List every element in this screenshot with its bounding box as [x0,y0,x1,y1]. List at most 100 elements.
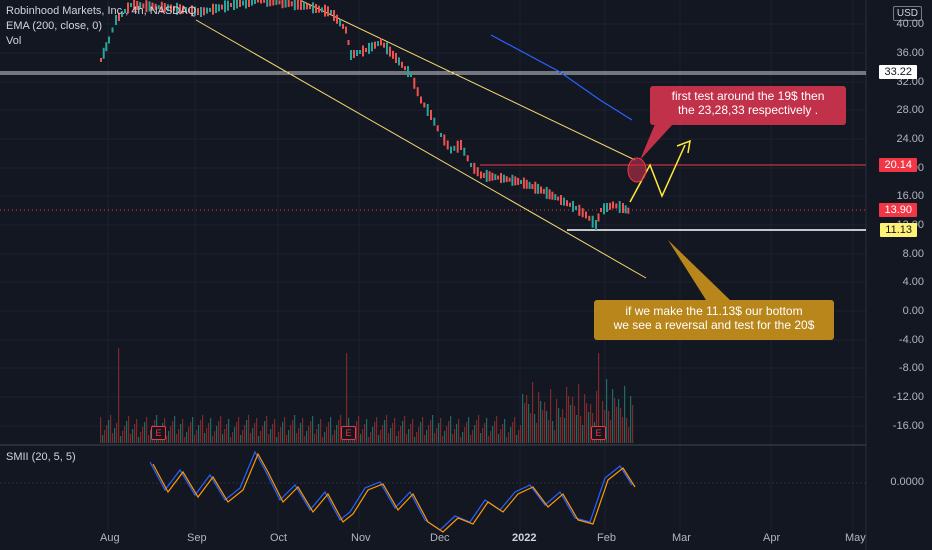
volume-bar [492,426,494,443]
volume-bar [508,432,510,443]
candle [600,208,602,212]
smii-line [149,450,633,531]
ema-line [490,34,633,121]
chart-grid [0,0,866,530]
volume-bar [306,431,308,443]
candle [224,0,226,13]
price-axis-label: 32.00 [896,76,924,88]
volume-bar [258,436,260,443]
candle [511,174,514,186]
candle [251,0,253,6]
candle [248,0,250,7]
time-axis-label: Dec [430,532,450,544]
test-circle[interactable] [627,157,647,183]
volume-bar [264,421,266,443]
channel-upper[interactable] [299,0,636,161]
volume-bar [514,417,516,443]
candle [209,7,211,12]
symbol-title[interactable]: Robinhood Markets, Inc., 4h, NASDAQ [6,5,197,17]
candle [127,2,129,14]
earnings-marker[interactable]: E [591,426,606,440]
candle [440,133,442,137]
candle [166,4,169,12]
volume-bar [364,424,366,443]
volume-bar [178,429,180,443]
candle [386,42,388,55]
projection-path[interactable] [629,144,686,203]
volume-bar [224,429,226,443]
volume-bar [510,427,512,443]
volume-bar [432,415,434,443]
price-axis-label: 28.00 [896,104,924,116]
candle [500,173,502,183]
volume-bar [588,412,590,443]
volume-bar [500,429,502,443]
candle [624,205,627,214]
volume-bar [250,433,252,443]
volume-bar [400,426,402,443]
volume-bar [136,419,138,443]
earnings-marker[interactable]: E [151,426,166,440]
candle [266,0,269,7]
candle [423,102,426,108]
volume-bar [496,416,498,443]
candle [342,23,344,29]
earnings-marker[interactable]: E [341,426,356,440]
volume-bar [406,434,408,443]
time-axis-label: Apr [763,532,781,544]
candle [206,7,208,14]
candles [100,0,630,230]
volume-bar [304,436,306,443]
volume-legend[interactable]: Vol [6,35,22,47]
candle [443,134,446,146]
candle [330,10,332,14]
candle [398,57,400,66]
candle [179,4,181,15]
candle [505,176,508,183]
price-axis-label: 16.00 [896,190,924,202]
candle [522,177,525,189]
volume-bar [402,421,404,443]
candle [115,15,117,25]
volume-bar [490,431,492,443]
volume-bar [300,423,302,443]
time-axis-label: 2022 [512,532,537,544]
volume-bar [200,420,202,443]
volume-bar [148,435,150,443]
candle [581,208,584,218]
volume-bar [286,435,288,443]
currency-badge[interactable]: USD [892,6,922,21]
volume-bar [132,429,134,443]
volume-bar [596,391,598,443]
volume-bar [372,427,374,443]
candle [215,4,217,13]
volume-bar [212,436,214,443]
ema-legend[interactable]: EMA (200, close, 0) [6,20,102,32]
smii-legend[interactable]: SMII (20, 5, 5) [6,451,76,463]
volume-bar [468,417,470,443]
volume-bar [210,418,212,443]
volume-bar [184,437,186,443]
candle [163,3,166,12]
volume-bar [628,427,630,443]
volume-bar [398,431,400,443]
volume-bar [464,427,466,443]
callout-top[interactable]: first test around the 19$ then the 23,28… [650,86,846,125]
channel-lower[interactable] [195,19,647,279]
volume-bar [120,436,122,443]
volume-bar [412,419,414,443]
volume-bar [558,408,560,443]
candle [318,5,320,13]
volume-bar [598,353,600,443]
callout-bottom[interactable]: if we make the 11.13$ our bottom we see … [594,300,834,340]
candle [371,42,373,52]
candle [121,11,123,17]
candle [154,3,157,10]
volume-bar [340,415,342,443]
price-axis-label: 4.00 [902,276,924,288]
candle [585,211,587,219]
candle [456,140,459,153]
volume-bar [370,432,372,443]
candle [227,0,229,11]
